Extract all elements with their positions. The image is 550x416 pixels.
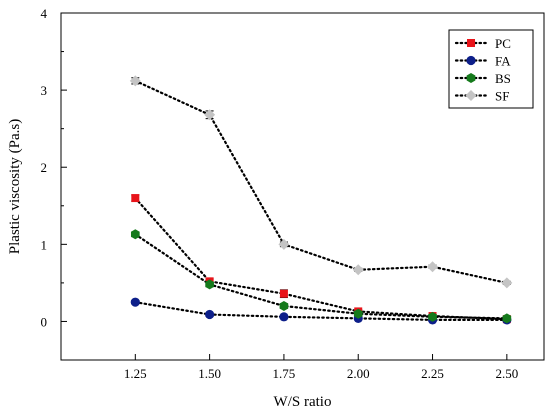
y-tick-label: 0: [41, 314, 48, 329]
data-point-bs: [205, 279, 214, 290]
plot-frame: [60, 12, 545, 361]
legend-marker: [467, 39, 475, 47]
x-tick-label: 1.50: [198, 366, 221, 381]
legend-label: BS: [495, 71, 511, 86]
data-point-fa: [130, 297, 140, 307]
data-point-pc: [131, 194, 140, 203]
data-point-sf: [129, 75, 141, 87]
x-tick-label: 2.00: [347, 366, 370, 381]
data-point-bs: [502, 313, 512, 324]
data-point-sf: [204, 109, 216, 121]
legend-label: FA: [495, 54, 511, 69]
data-point-bs: [428, 311, 437, 322]
x-tick-label: 1.25: [124, 366, 147, 381]
series-line-pc: [134, 196, 508, 321]
data-point-fa: [205, 309, 215, 320]
y-tick-label: 1: [41, 237, 48, 252]
data-point-sf: [501, 277, 513, 289]
series-line-sf: [134, 79, 508, 284]
data-point-pc: [279, 289, 288, 298]
series-sf: [129, 75, 513, 289]
legend-label: SF: [495, 89, 509, 104]
legend-marker: [465, 90, 477, 101]
series-line-fa: [134, 301, 508, 321]
data-point-bs: [279, 301, 289, 312]
legend-marker: [466, 55, 476, 66]
data-point-sf: [427, 261, 439, 273]
x-tick-label: 2.50: [495, 366, 518, 381]
data-point-sf: [278, 238, 290, 250]
data-point-bs: [130, 229, 140, 240]
x-axis-label: W/S ratio: [274, 394, 332, 410]
data-point-sf: [352, 264, 364, 276]
x-tick-label: 2.25: [421, 366, 444, 381]
y-tick-label: 2: [41, 160, 48, 175]
legend: PC FA BS SF: [448, 29, 534, 109]
series-line-bs: [134, 233, 508, 320]
axes: 1.25 1.50 1.75 2.00 2.25 2.50 0 1 2 3 4 W/S ratio Pl…: [7, 6, 545, 410]
y-tick-label: 4: [41, 6, 48, 21]
series-fa: [130, 297, 512, 325]
y-tick-label: 3: [41, 83, 48, 98]
legend-label: PC: [495, 36, 511, 51]
series-bs: [130, 229, 512, 324]
data-point-bs: [353, 308, 363, 319]
y-axis-label: Plastic viscosity (Pa.s): [7, 119, 23, 254]
series-layer: [129, 75, 513, 325]
series-pc: [131, 194, 511, 324]
legend-marker: [466, 73, 476, 83]
data-point-fa: [279, 312, 289, 322]
x-tick-label: 1.75: [273, 366, 296, 381]
